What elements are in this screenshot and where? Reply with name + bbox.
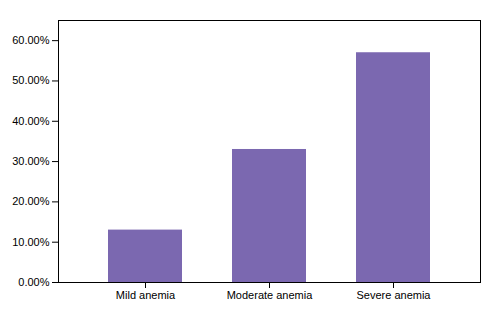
svg-text:60.00%: 60.00% bbox=[12, 34, 50, 46]
svg-text:20.00%: 20.00% bbox=[12, 195, 50, 207]
svg-text:0.00%: 0.00% bbox=[18, 276, 49, 288]
svg-text:Mild anemia: Mild anemia bbox=[116, 289, 176, 301]
svg-text:50.00%: 50.00% bbox=[12, 74, 50, 86]
svg-text:30.00%: 30.00% bbox=[12, 155, 50, 167]
svg-text:10.00%: 10.00% bbox=[12, 236, 50, 248]
svg-text:Severe anemia: Severe anemia bbox=[357, 289, 432, 301]
svg-text:Moderate anemia: Moderate anemia bbox=[227, 289, 313, 301]
svg-text:40.00%: 40.00% bbox=[12, 115, 50, 127]
